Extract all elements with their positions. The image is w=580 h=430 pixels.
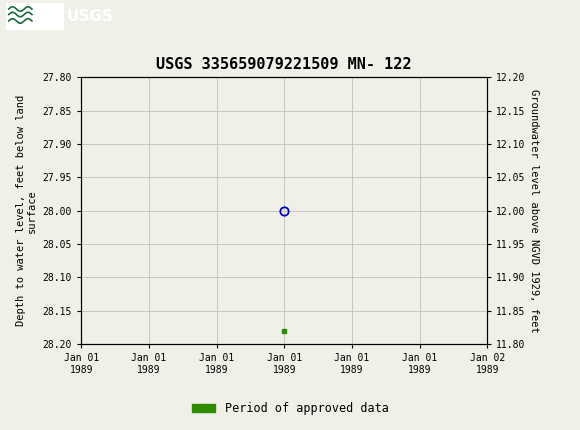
FancyBboxPatch shape <box>6 3 64 30</box>
Y-axis label: Depth to water level, feet below land
surface: Depth to water level, feet below land su… <box>16 95 37 326</box>
Y-axis label: Groundwater level above NGVD 1929, feet: Groundwater level above NGVD 1929, feet <box>530 89 539 332</box>
Title: USGS 335659079221509 MN- 122: USGS 335659079221509 MN- 122 <box>157 57 412 72</box>
Text: USGS: USGS <box>67 9 114 24</box>
Legend: Period of approved data: Period of approved data <box>187 397 393 420</box>
